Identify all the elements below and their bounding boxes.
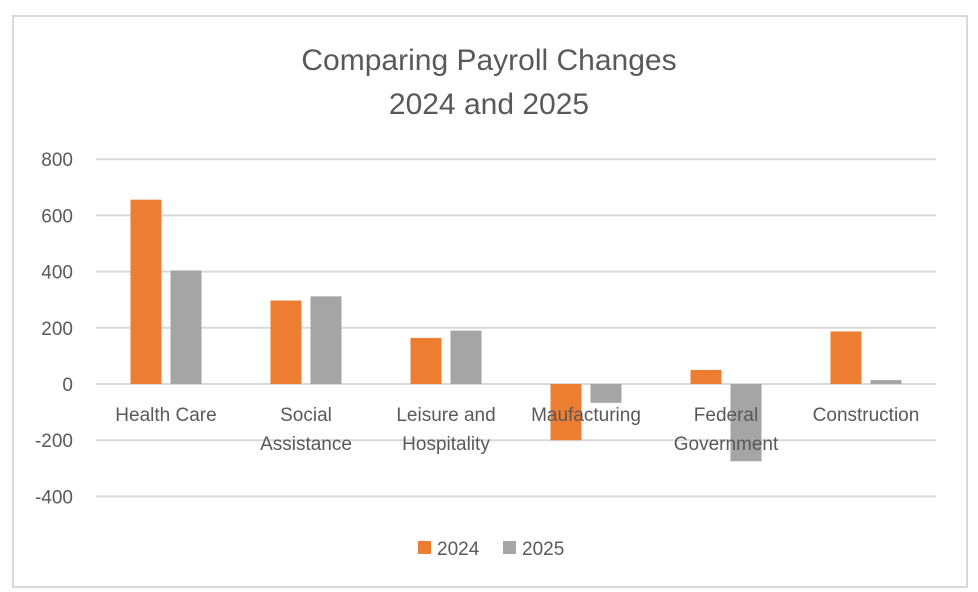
bar-2025-0 (170, 270, 202, 384)
legend-label-2025: 2025 (522, 539, 564, 560)
bar-2025-5 (870, 380, 902, 384)
y-tick-label: 800 (41, 150, 73, 171)
y-tick-label: -400 (35, 487, 73, 508)
x-tick-label: Leisure and (396, 405, 495, 426)
x-axis: Health Care Social Assistance Leisure and Ho… (115, 405, 919, 455)
bar-2025-2 (450, 330, 482, 384)
bar-2024-5 (830, 331, 862, 384)
x-tick-label: Maufacturing (531, 405, 641, 426)
y-tick-label: 200 (41, 319, 73, 340)
x-tick-label: Social (280, 405, 332, 426)
bar-2024-0 (130, 199, 162, 384)
bar-2025-4 (730, 384, 762, 462)
legend-swatch-2024 (418, 541, 431, 554)
y-tick-label: -200 (35, 431, 73, 452)
bar-2025-3 (590, 384, 622, 403)
bars (130, 199, 902, 462)
legend-swatch-2025 (503, 541, 516, 554)
x-tick-label: Health Care (115, 405, 216, 426)
bar-2024-1 (270, 300, 302, 384)
y-axis: 800 600 400 200 0 -200 -400 (35, 150, 73, 508)
y-tick-label: 0 (62, 375, 73, 396)
chart-title: Comparing Payroll Changes 2024 and 2025 (301, 44, 676, 121)
x-tick-label: Government (674, 434, 779, 455)
bar-2024-3 (550, 384, 582, 441)
x-tick-label: Construction (813, 405, 920, 426)
bar-2024-2 (410, 337, 442, 384)
gridlines (96, 158, 936, 498)
x-tick-label: Federal (694, 405, 758, 426)
x-tick-label: Assistance (260, 434, 352, 455)
chart-title-line-1: Comparing Payroll Changes (301, 44, 676, 77)
chart-title-line-2: 2024 and 2025 (389, 88, 589, 121)
bar-2024-4 (690, 369, 722, 384)
x-tick-label: Hospitality (402, 434, 490, 455)
legend-label-2024: 2024 (437, 539, 480, 560)
y-tick-label: 400 (41, 263, 73, 284)
bar-2025-1 (310, 296, 342, 384)
legend: 2024 2025 (418, 539, 564, 560)
y-tick-label: 600 (41, 206, 73, 227)
